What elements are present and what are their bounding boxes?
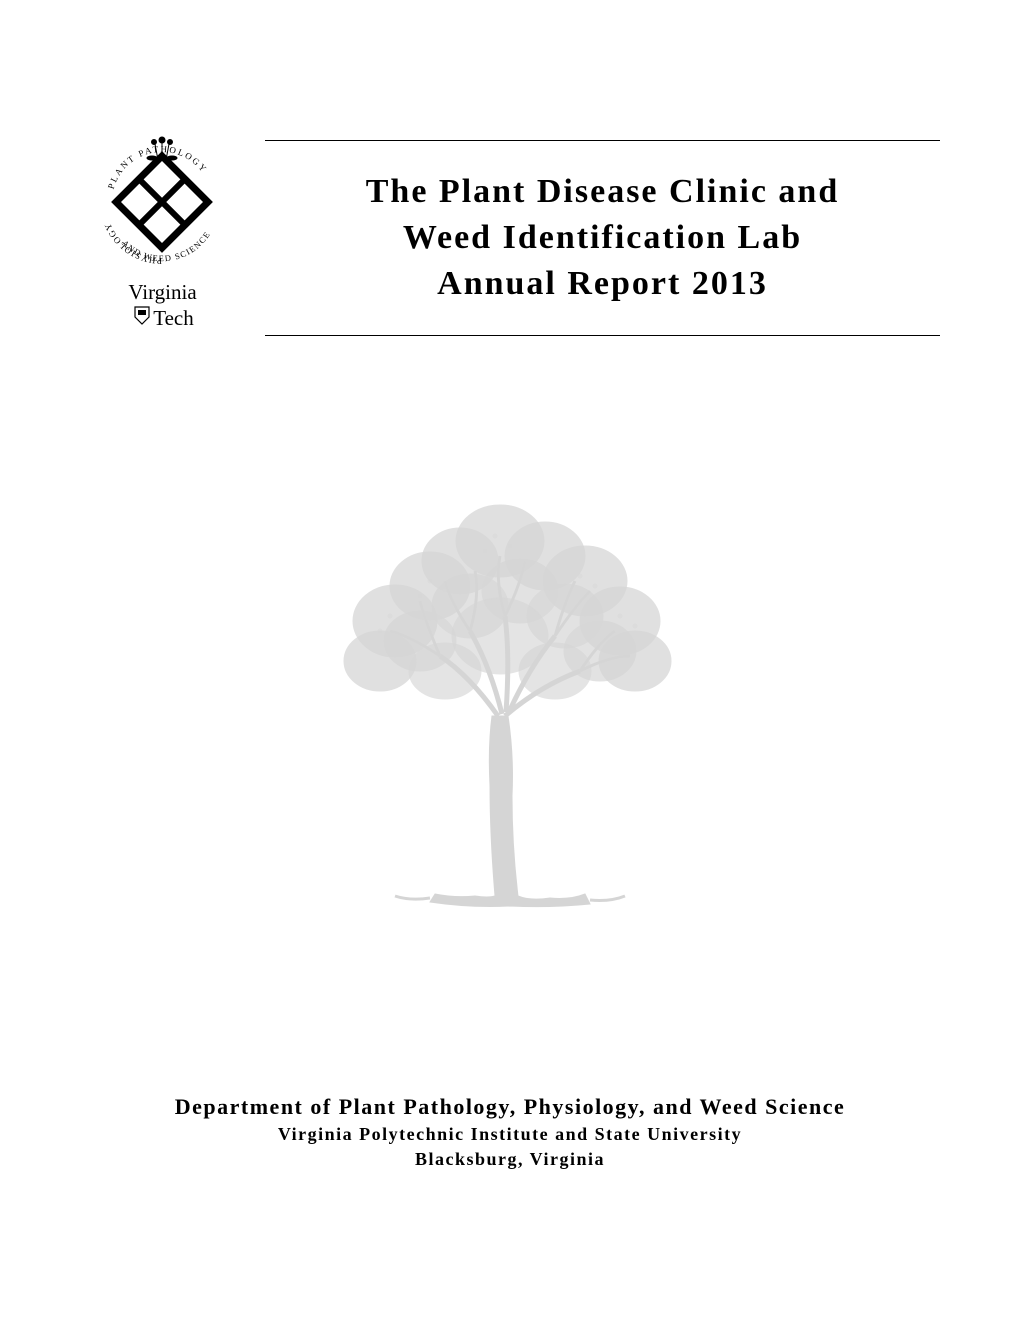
title-line-1: The Plant Disease Clinic and [285, 169, 920, 215]
title-line-2: Weed Identification Lab [285, 215, 920, 261]
vt-virginia-text: Virginia [128, 280, 196, 305]
title-line-3: Annual Report 2013 [285, 261, 920, 307]
dept-logo-icon: PLANT PATHOLOGY PHYSIOLOGY AND WEED SCIE… [90, 130, 235, 275]
location-text: Blacksburg, Virginia [80, 1149, 940, 1170]
tree-illustration-container [80, 456, 940, 916]
vt-brand: Virginia Tech [128, 280, 196, 331]
header-section: PLANT PATHOLOGY PHYSIOLOGY AND WEED SCIE… [80, 130, 940, 336]
logo-container: PLANT PATHOLOGY PHYSIOLOGY AND WEED SCIE… [80, 130, 245, 331]
university-name: Virginia Polytechnic Institute and State… [80, 1124, 940, 1145]
vt-shield-icon [133, 305, 151, 325]
footer-section: Department of Plant Pathology, Physiolog… [0, 1094, 1020, 1170]
title-text: The Plant Disease Clinic and Weed Identi… [285, 169, 920, 307]
document-page: PLANT PATHOLOGY PHYSIOLOGY AND WEED SCIE… [0, 0, 1020, 1320]
title-box: The Plant Disease Clinic and Weed Identi… [265, 140, 940, 336]
vt-tech-text: Tech [153, 306, 194, 331]
tree-illustration-icon [290, 456, 730, 916]
department-name: Department of Plant Pathology, Physiolog… [80, 1094, 940, 1120]
